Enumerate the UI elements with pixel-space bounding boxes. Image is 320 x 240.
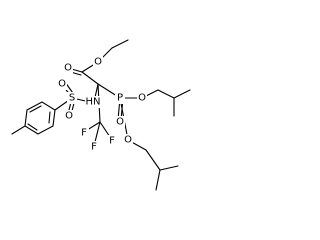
atom-label: O: [58, 79, 66, 90]
atom-label: HN: [86, 97, 101, 108]
molecule: O O HN S O O P O O O F F F: [11, 39, 191, 191]
atom-label: O: [65, 111, 73, 122]
atom-label: F: [109, 136, 115, 147]
atom-label: O: [64, 63, 72, 74]
atom-label: S: [69, 93, 75, 104]
atom-label: P: [117, 93, 123, 104]
atom-label: O: [116, 117, 124, 128]
atom-label: O: [124, 135, 132, 146]
atom-label: F: [81, 128, 87, 139]
atom-label: O: [138, 93, 146, 104]
atom-label: F: [91, 142, 97, 153]
atom-label: O: [94, 57, 102, 68]
atom-labels: O O HN S O O P O O O F F F: [57, 56, 147, 153]
